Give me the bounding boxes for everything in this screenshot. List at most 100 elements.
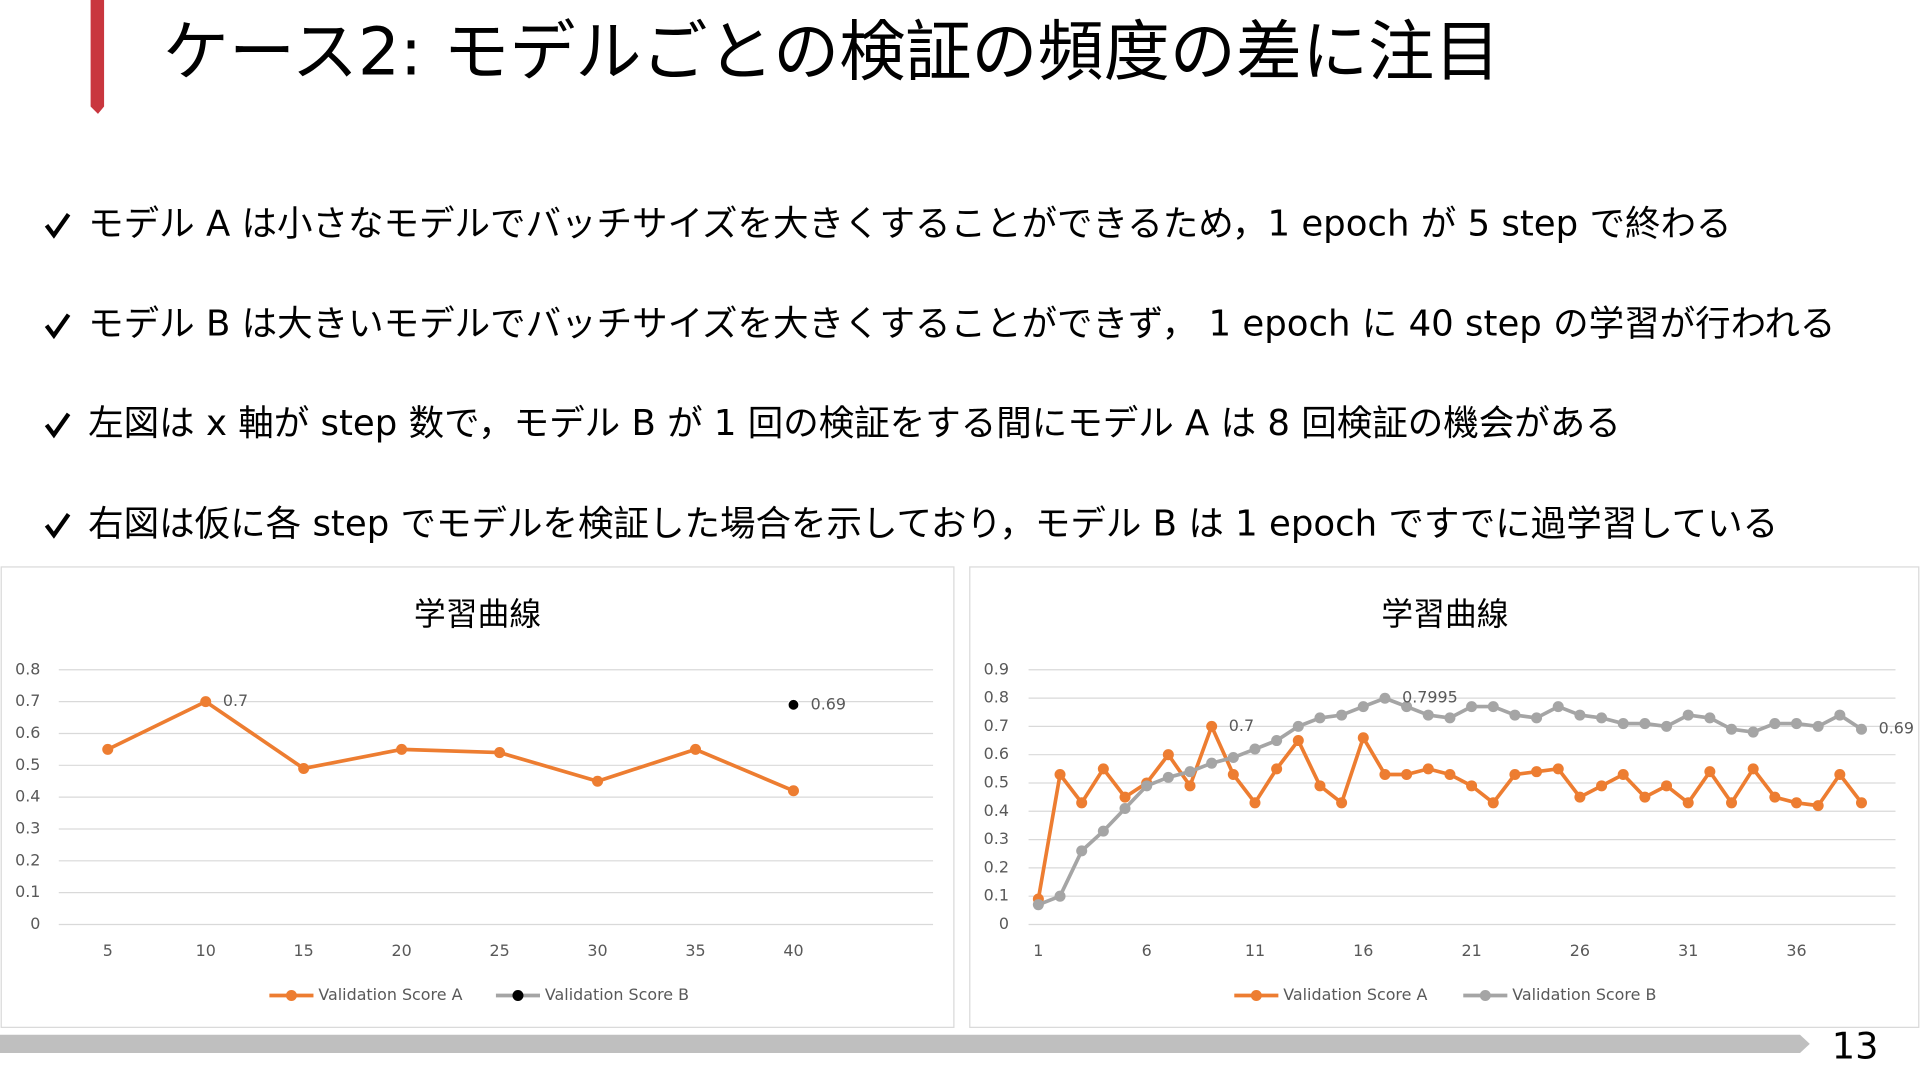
x-tick-label: 11 xyxy=(1245,941,1265,960)
data-point xyxy=(1054,768,1066,781)
data-point xyxy=(787,698,800,711)
data-point xyxy=(1379,768,1391,781)
data-point xyxy=(1227,752,1239,764)
data-point xyxy=(396,743,408,755)
data-point xyxy=(1509,768,1521,781)
data-point xyxy=(1639,791,1651,803)
x-tick-label: 31 xyxy=(1678,941,1698,960)
data-point xyxy=(1292,735,1304,747)
data-point xyxy=(1206,720,1218,732)
legend-marker xyxy=(285,990,297,1002)
data-point xyxy=(1314,712,1326,724)
y-tick-label: 0.7 xyxy=(15,691,40,710)
data-point xyxy=(200,696,212,708)
x-tick-label: 25 xyxy=(489,941,509,960)
data-point xyxy=(1357,701,1369,713)
data-point xyxy=(1422,709,1434,721)
data-point xyxy=(1422,763,1434,775)
data-point xyxy=(1747,763,1759,775)
progress-bar xyxy=(0,1034,1810,1054)
data-point xyxy=(1704,712,1716,724)
data-point xyxy=(1726,797,1738,809)
check-icon xyxy=(44,313,71,340)
data-point xyxy=(1509,709,1521,721)
legend-label: Validation Score B xyxy=(1512,985,1656,1004)
data-point xyxy=(494,747,506,759)
x-tick-label: 5 xyxy=(103,941,113,960)
y-tick-label: 0.4 xyxy=(15,787,40,806)
y-tick-label: 0.6 xyxy=(15,723,40,742)
y-tick-label: 0.9 xyxy=(984,659,1009,678)
x-tick-label: 21 xyxy=(1461,941,1481,960)
data-point xyxy=(1314,780,1326,792)
data-point xyxy=(1444,712,1456,724)
data-point xyxy=(1379,692,1391,704)
data-label: 0.7 xyxy=(1229,716,1254,735)
data-point xyxy=(1466,780,1478,792)
legend-label: Validation Score A xyxy=(1283,985,1427,1004)
data-point xyxy=(1119,802,1131,814)
y-tick-label: 0.5 xyxy=(15,755,40,774)
data-point xyxy=(1401,768,1413,781)
data-point xyxy=(1552,701,1564,713)
data-point xyxy=(1661,720,1673,732)
data-point xyxy=(1119,791,1131,803)
data-point xyxy=(1054,890,1066,902)
data-point xyxy=(1769,791,1781,803)
data-point xyxy=(1249,743,1261,755)
data-point xyxy=(1444,768,1456,781)
data-point xyxy=(1617,718,1629,730)
y-tick-label: 0.2 xyxy=(15,850,40,869)
check-icon xyxy=(44,412,71,439)
bullet: 左図は x 軸が step 数で，モデル B が 1 回の検証をする間にモデル … xyxy=(88,403,1621,444)
y-tick-label: 0.1 xyxy=(984,886,1009,905)
data-point xyxy=(1855,797,1868,809)
x-tick-label: 1 xyxy=(1033,941,1043,960)
data-point xyxy=(1076,797,1088,809)
data-point xyxy=(1682,709,1694,721)
x-tick-label: 40 xyxy=(783,941,803,960)
data-point xyxy=(1336,797,1348,809)
x-tick-label: 30 xyxy=(587,941,607,960)
data-point xyxy=(1531,766,1543,778)
data-point xyxy=(1162,771,1174,783)
data-point xyxy=(1357,732,1369,744)
data-point xyxy=(1791,718,1803,730)
data-point xyxy=(1032,899,1044,911)
data-point xyxy=(1487,797,1499,809)
data-point xyxy=(787,785,799,797)
data-label: 0.7 xyxy=(223,691,248,710)
page-number: 13 xyxy=(1832,1025,1879,1068)
legend-marker xyxy=(1479,990,1491,1002)
legend-marker xyxy=(1250,990,1262,1002)
data-point xyxy=(1812,800,1824,812)
data-point xyxy=(1097,825,1109,837)
y-tick-label: 0.8 xyxy=(15,659,40,678)
data-point xyxy=(1336,709,1348,721)
data-point xyxy=(1097,763,1109,775)
data-point xyxy=(1531,712,1543,724)
legend-label: Validation Score A xyxy=(318,985,462,1004)
data-point xyxy=(1487,701,1499,713)
data-point xyxy=(1271,735,1283,747)
data-point xyxy=(1769,718,1781,730)
data-point xyxy=(1271,763,1283,775)
x-tick-label: 26 xyxy=(1570,941,1590,960)
legend-label: Validation Score B xyxy=(545,985,689,1004)
data-point xyxy=(1076,845,1088,857)
data-point xyxy=(690,743,702,755)
data-point xyxy=(1834,709,1846,721)
x-tick-label: 20 xyxy=(392,941,412,960)
bullet: モデル B は大きいモデルでバッチサイズを大きくすることができず， 1 epoc… xyxy=(88,304,1835,345)
accent-bar xyxy=(90,0,105,114)
y-tick-label: 0.8 xyxy=(984,688,1009,707)
data-label: 0.7995 xyxy=(1402,688,1458,707)
y-tick-label: 0 xyxy=(30,914,40,933)
data-point xyxy=(1704,766,1716,778)
bullet-list: モデル A は小さなモデルでバッチサイズを大きくすることができるため，1 epo… xyxy=(44,203,1835,544)
legend-marker xyxy=(512,990,524,1002)
bullet: 右図は仮に各 step でモデルを検証した場合を示しており，モデル B は 1 … xyxy=(88,503,1778,544)
data-point xyxy=(1617,768,1629,781)
y-tick-label: 0.2 xyxy=(984,857,1009,876)
